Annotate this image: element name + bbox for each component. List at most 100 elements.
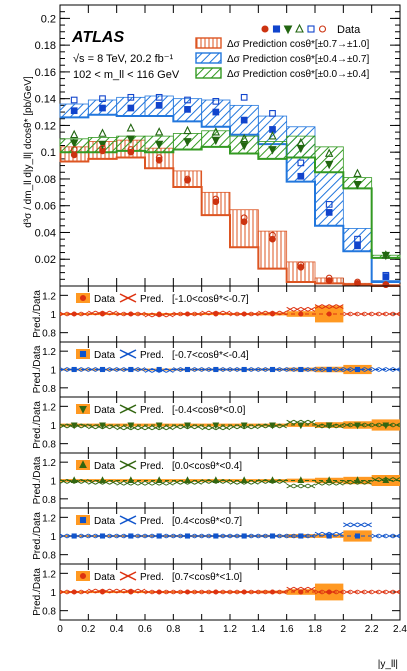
prediction-cross [385, 589, 394, 595]
prediction-cross [357, 522, 365, 528]
data-point [155, 93, 163, 101]
prediction-cross [364, 311, 372, 317]
prediction-cross [144, 367, 153, 373]
data-point [353, 168, 362, 177]
prediction-cross [88, 533, 96, 539]
prediction-cross [166, 425, 174, 431]
ratio-data-point [269, 422, 276, 430]
main-y-tick-label: 0.16 [35, 67, 56, 79]
prediction-cross [307, 533, 316, 539]
prediction-cross [378, 477, 387, 483]
ratio-legend-data-label: Data [94, 294, 116, 305]
prediction-cross [229, 311, 238, 317]
prediction-step-line [60, 156, 400, 287]
prediction-cross [307, 483, 316, 489]
data-point [296, 137, 306, 147]
ratio-data-point [241, 311, 247, 317]
prediction-cross [307, 419, 316, 425]
prediction-cross [343, 311, 351, 317]
prediction-cross [201, 310, 209, 316]
prediction-cross [392, 422, 401, 428]
prediction-cross [88, 588, 96, 594]
prediction-cross [158, 425, 167, 431]
prediction-cross [343, 522, 351, 528]
ratio-legend-pred-label: Pred. [140, 405, 164, 416]
prediction-cross [293, 306, 302, 312]
data-point [297, 261, 305, 268]
prediction-cross [222, 367, 231, 372]
ratio-legend-range: [0.7<cosθ*<1.0] [172, 572, 242, 583]
ratio-data-point [326, 533, 332, 539]
prediction-cross [81, 533, 89, 539]
data-point [269, 231, 276, 239]
prediction-cross [371, 367, 379, 372]
prediction-cross [378, 533, 387, 539]
prediction-cross [166, 480, 174, 486]
prediction-cross [137, 311, 146, 317]
prediction-cross [286, 533, 294, 539]
prediction-cross [144, 312, 153, 318]
ratio-data-point [99, 533, 106, 539]
ratio-y-tick-label: 0.8 [42, 440, 56, 451]
ratio-panel: 0.8 1 1.2 Data Pred. [-0.7<cosθ*<-0.4] Pred./D… [32, 341, 401, 398]
ratio-data-point [212, 422, 220, 430]
ratio-y-tick-label: 1 [50, 310, 56, 321]
prediction-cross [194, 533, 202, 539]
x-tick-label: 0 [57, 624, 63, 635]
prediction-cross [116, 588, 124, 594]
prediction-cross [109, 310, 117, 316]
ratio-legend-data-label: Data [94, 405, 116, 416]
prediction-cross [88, 367, 96, 372]
legend-band-label: Δσ Prediction cosθ*[±0.4→±0.7] [227, 54, 369, 65]
ratio-data-point [298, 366, 304, 373]
data-point [240, 116, 248, 124]
data-point [325, 201, 333, 208]
prediction-cross [378, 589, 387, 595]
data-point [99, 95, 106, 103]
prediction-cross [371, 589, 379, 595]
legend-band-swatch [195, 67, 222, 79]
legend-data-marker [307, 25, 315, 33]
prediction-cross [109, 367, 117, 372]
data-point [184, 96, 191, 104]
prediction-cross [343, 589, 351, 595]
ratio-data-point [298, 589, 304, 595]
ratio-data-point [326, 589, 332, 595]
ratio-data-point [155, 422, 163, 430]
ratio-data-point [156, 589, 162, 595]
prediction-cross [350, 311, 358, 317]
ratio-data-point [326, 311, 332, 317]
prediction-cross [243, 424, 252, 430]
mass-window-label: 102 < m_ll < 116 GeV [73, 69, 180, 81]
x-tick-label: 1.6 [280, 624, 294, 635]
prediction-cross [130, 480, 139, 486]
prediction-cross [81, 589, 89, 595]
prediction-cross [229, 479, 238, 485]
prediction-cross [293, 419, 302, 425]
ratio-data-point [269, 476, 276, 484]
ratio-data-point [70, 476, 78, 484]
prediction-cross [201, 425, 209, 431]
ratio-legend-pred-label: Pred. [140, 461, 164, 472]
x-tick-label: 2 [341, 624, 347, 635]
prediction-cross [201, 478, 209, 484]
ratio-data-point [156, 366, 162, 373]
prediction-cross [116, 367, 124, 372]
data-point [240, 93, 248, 101]
ratio-legend-data-marker [79, 460, 87, 469]
prediction-cross [286, 586, 294, 592]
prediction-cross [258, 423, 266, 429]
ratio-data-point [184, 311, 191, 317]
ratio-legend-pred-swatch [119, 349, 137, 359]
ratio-legend-data-label: Data [94, 516, 116, 527]
main-y-tick-label: 0.02 [35, 254, 56, 266]
prediction-cross [279, 589, 287, 595]
main-y-tick-label: 0.14 [35, 94, 56, 106]
prediction-cross [371, 533, 379, 539]
prediction-cross [81, 367, 89, 372]
prediction-cross [307, 586, 316, 592]
prediction-cross [378, 311, 387, 317]
ratio-data-point [269, 589, 276, 595]
main-y-tick-label: 0.12 [35, 120, 56, 132]
legend-data-marker [272, 25, 281, 33]
